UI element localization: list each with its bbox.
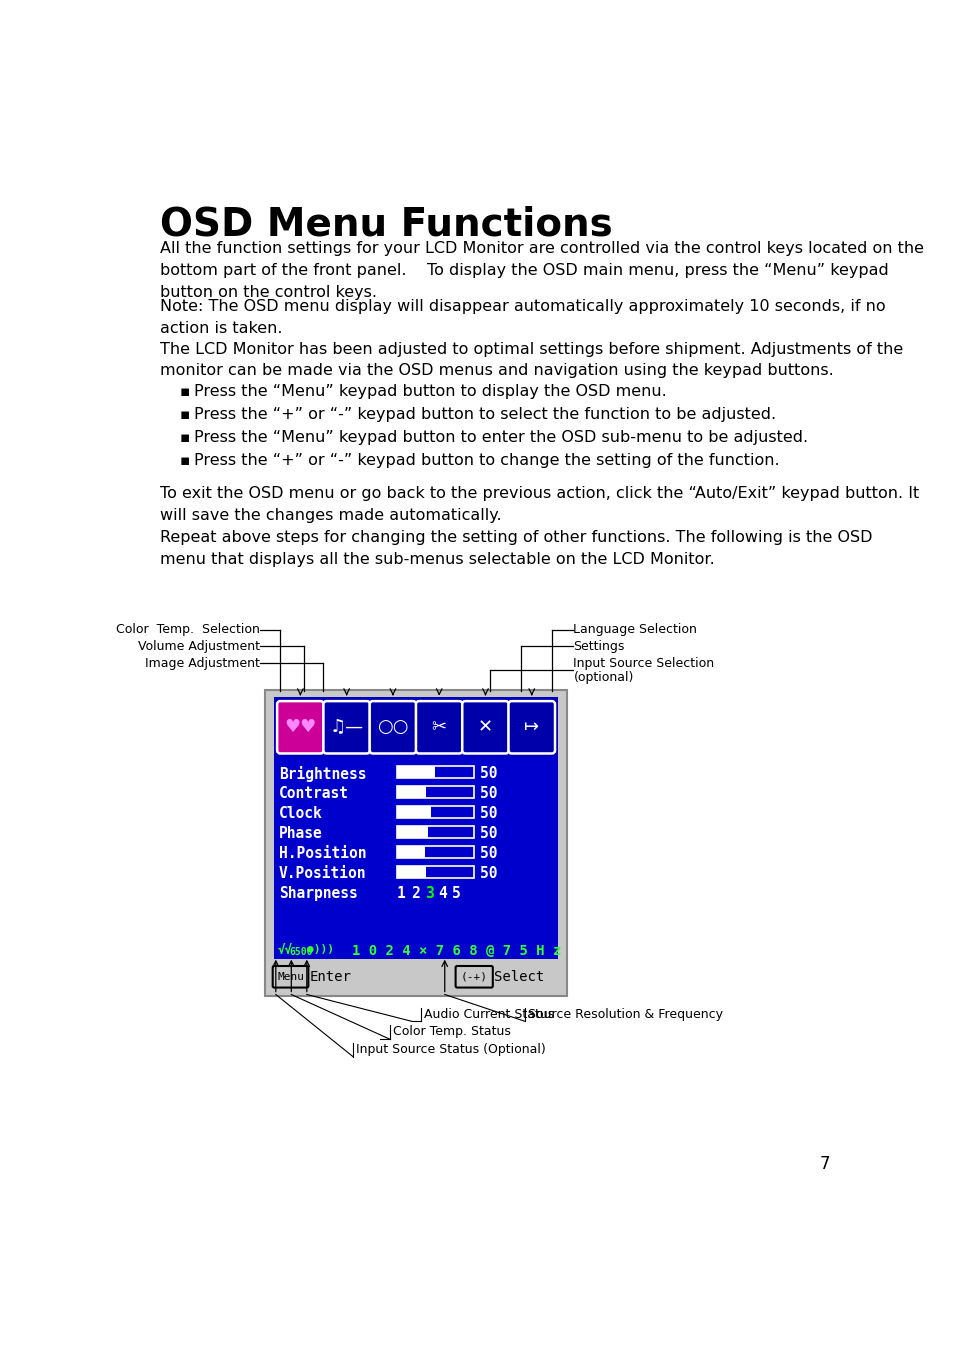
Text: 2: 2 (410, 886, 419, 901)
Text: Note: The OSD menu display will disappear automatically approximately 10 seconds: Note: The OSD menu display will disappea… (159, 299, 884, 336)
Text: Enter: Enter (310, 970, 352, 984)
Text: H.Position: H.Position (278, 846, 366, 861)
Text: Press the “+” or “-” keypad button to select the function to be adjusted.: Press the “+” or “-” keypad button to se… (194, 407, 776, 422)
Text: 5: 5 (452, 886, 460, 901)
Text: Color Temp. Status: Color Temp. Status (393, 1025, 510, 1039)
FancyBboxPatch shape (274, 697, 558, 959)
Text: Brightness: Brightness (278, 766, 366, 782)
Text: ♫—: ♫— (329, 719, 363, 736)
Text: ✕: ✕ (477, 719, 493, 736)
FancyBboxPatch shape (396, 786, 474, 798)
FancyBboxPatch shape (396, 766, 474, 778)
Text: 7: 7 (819, 1155, 829, 1173)
Text: Sharpness: Sharpness (278, 886, 357, 901)
Text: Settings: Settings (573, 640, 624, 653)
Text: 50: 50 (480, 866, 497, 881)
Text: The LCD Monitor has been adjusted to optimal settings before shipment. Adjustmen: The LCD Monitor has been adjusted to opt… (159, 342, 902, 378)
FancyBboxPatch shape (396, 866, 426, 878)
Text: 1: 1 (396, 886, 405, 901)
Text: 50: 50 (480, 846, 497, 861)
Text: 4: 4 (438, 886, 447, 901)
Text: 50: 50 (480, 805, 497, 821)
Text: Press the “Menu” keypad button to display the OSD menu.: Press the “Menu” keypad button to displa… (194, 384, 666, 399)
FancyBboxPatch shape (273, 966, 308, 988)
Text: Select: Select (494, 970, 544, 984)
FancyBboxPatch shape (456, 966, 493, 988)
Text: ▪: ▪ (179, 384, 190, 399)
Text: (optional): (optional) (573, 670, 633, 684)
Text: ▪: ▪ (179, 453, 190, 469)
Text: To exit the OSD menu or go back to the previous action, click the “Auto/Exit” ke: To exit the OSD menu or go back to the p… (159, 486, 918, 523)
Text: 6500: 6500 (290, 947, 313, 957)
Text: Menu: Menu (276, 971, 304, 982)
FancyBboxPatch shape (462, 701, 508, 754)
Text: OSD Menu Functions: OSD Menu Functions (159, 205, 612, 243)
FancyBboxPatch shape (276, 701, 323, 754)
FancyBboxPatch shape (508, 701, 555, 754)
Text: 3: 3 (424, 886, 433, 901)
FancyBboxPatch shape (396, 805, 474, 819)
Text: Image Adjustment: Image Adjustment (145, 657, 260, 670)
Text: ♥♥: ♥♥ (284, 719, 316, 736)
FancyBboxPatch shape (370, 701, 416, 754)
FancyBboxPatch shape (396, 866, 474, 878)
FancyBboxPatch shape (323, 701, 370, 754)
Text: Clock: Clock (278, 805, 322, 821)
Text: V.Position: V.Position (278, 866, 366, 881)
Text: Press the “Menu” keypad button to enter the OSD sub-menu to be adjusted.: Press the “Menu” keypad button to enter … (194, 430, 808, 444)
Text: Color  Temp.  Selection: Color Temp. Selection (116, 623, 260, 636)
Text: ▪: ▪ (179, 430, 190, 444)
Text: ●))): ●))) (307, 944, 334, 954)
Text: Volume Adjustment: Volume Adjustment (138, 640, 260, 653)
FancyBboxPatch shape (274, 697, 558, 758)
Text: Contrast: Contrast (278, 786, 349, 801)
Text: 50: 50 (480, 786, 497, 801)
FancyBboxPatch shape (265, 689, 567, 996)
FancyBboxPatch shape (416, 701, 462, 754)
Text: Input Source Selection: Input Source Selection (573, 657, 714, 670)
Text: Source Resolution & Frequency: Source Resolution & Frequency (528, 1008, 722, 1020)
Text: Phase: Phase (278, 825, 322, 840)
Text: Audio Current Status: Audio Current Status (423, 1008, 554, 1020)
FancyBboxPatch shape (396, 786, 426, 798)
Text: 50: 50 (480, 825, 497, 840)
Text: √√: √√ (277, 944, 292, 958)
FancyBboxPatch shape (396, 846, 424, 858)
FancyBboxPatch shape (396, 825, 427, 838)
Text: ↦: ↦ (523, 719, 538, 736)
Text: All the function settings for your LCD Monitor are controlled via the control ke: All the function settings for your LCD M… (159, 242, 923, 300)
Text: ○○: ○○ (376, 719, 408, 736)
FancyBboxPatch shape (396, 805, 431, 819)
Text: ✂: ✂ (431, 719, 446, 736)
FancyBboxPatch shape (396, 846, 474, 858)
Text: 1 0 2 4 × 7 6 8 @ 7 5 H z: 1 0 2 4 × 7 6 8 @ 7 5 H z (352, 944, 560, 958)
Text: 50: 50 (480, 766, 497, 781)
Text: Press the “+” or “-” keypad button to change the setting of the function.: Press the “+” or “-” keypad button to ch… (194, 453, 780, 469)
Text: Repeat above steps for changing the setting of other functions. The following is: Repeat above steps for changing the sett… (159, 530, 871, 567)
FancyBboxPatch shape (396, 766, 435, 778)
Text: ▪: ▪ (179, 407, 190, 422)
Text: Language Selection: Language Selection (573, 623, 697, 636)
Text: Input Source Status (Optional): Input Source Status (Optional) (356, 1043, 545, 1056)
Text: (-+): (-+) (460, 971, 487, 982)
FancyBboxPatch shape (396, 825, 474, 838)
